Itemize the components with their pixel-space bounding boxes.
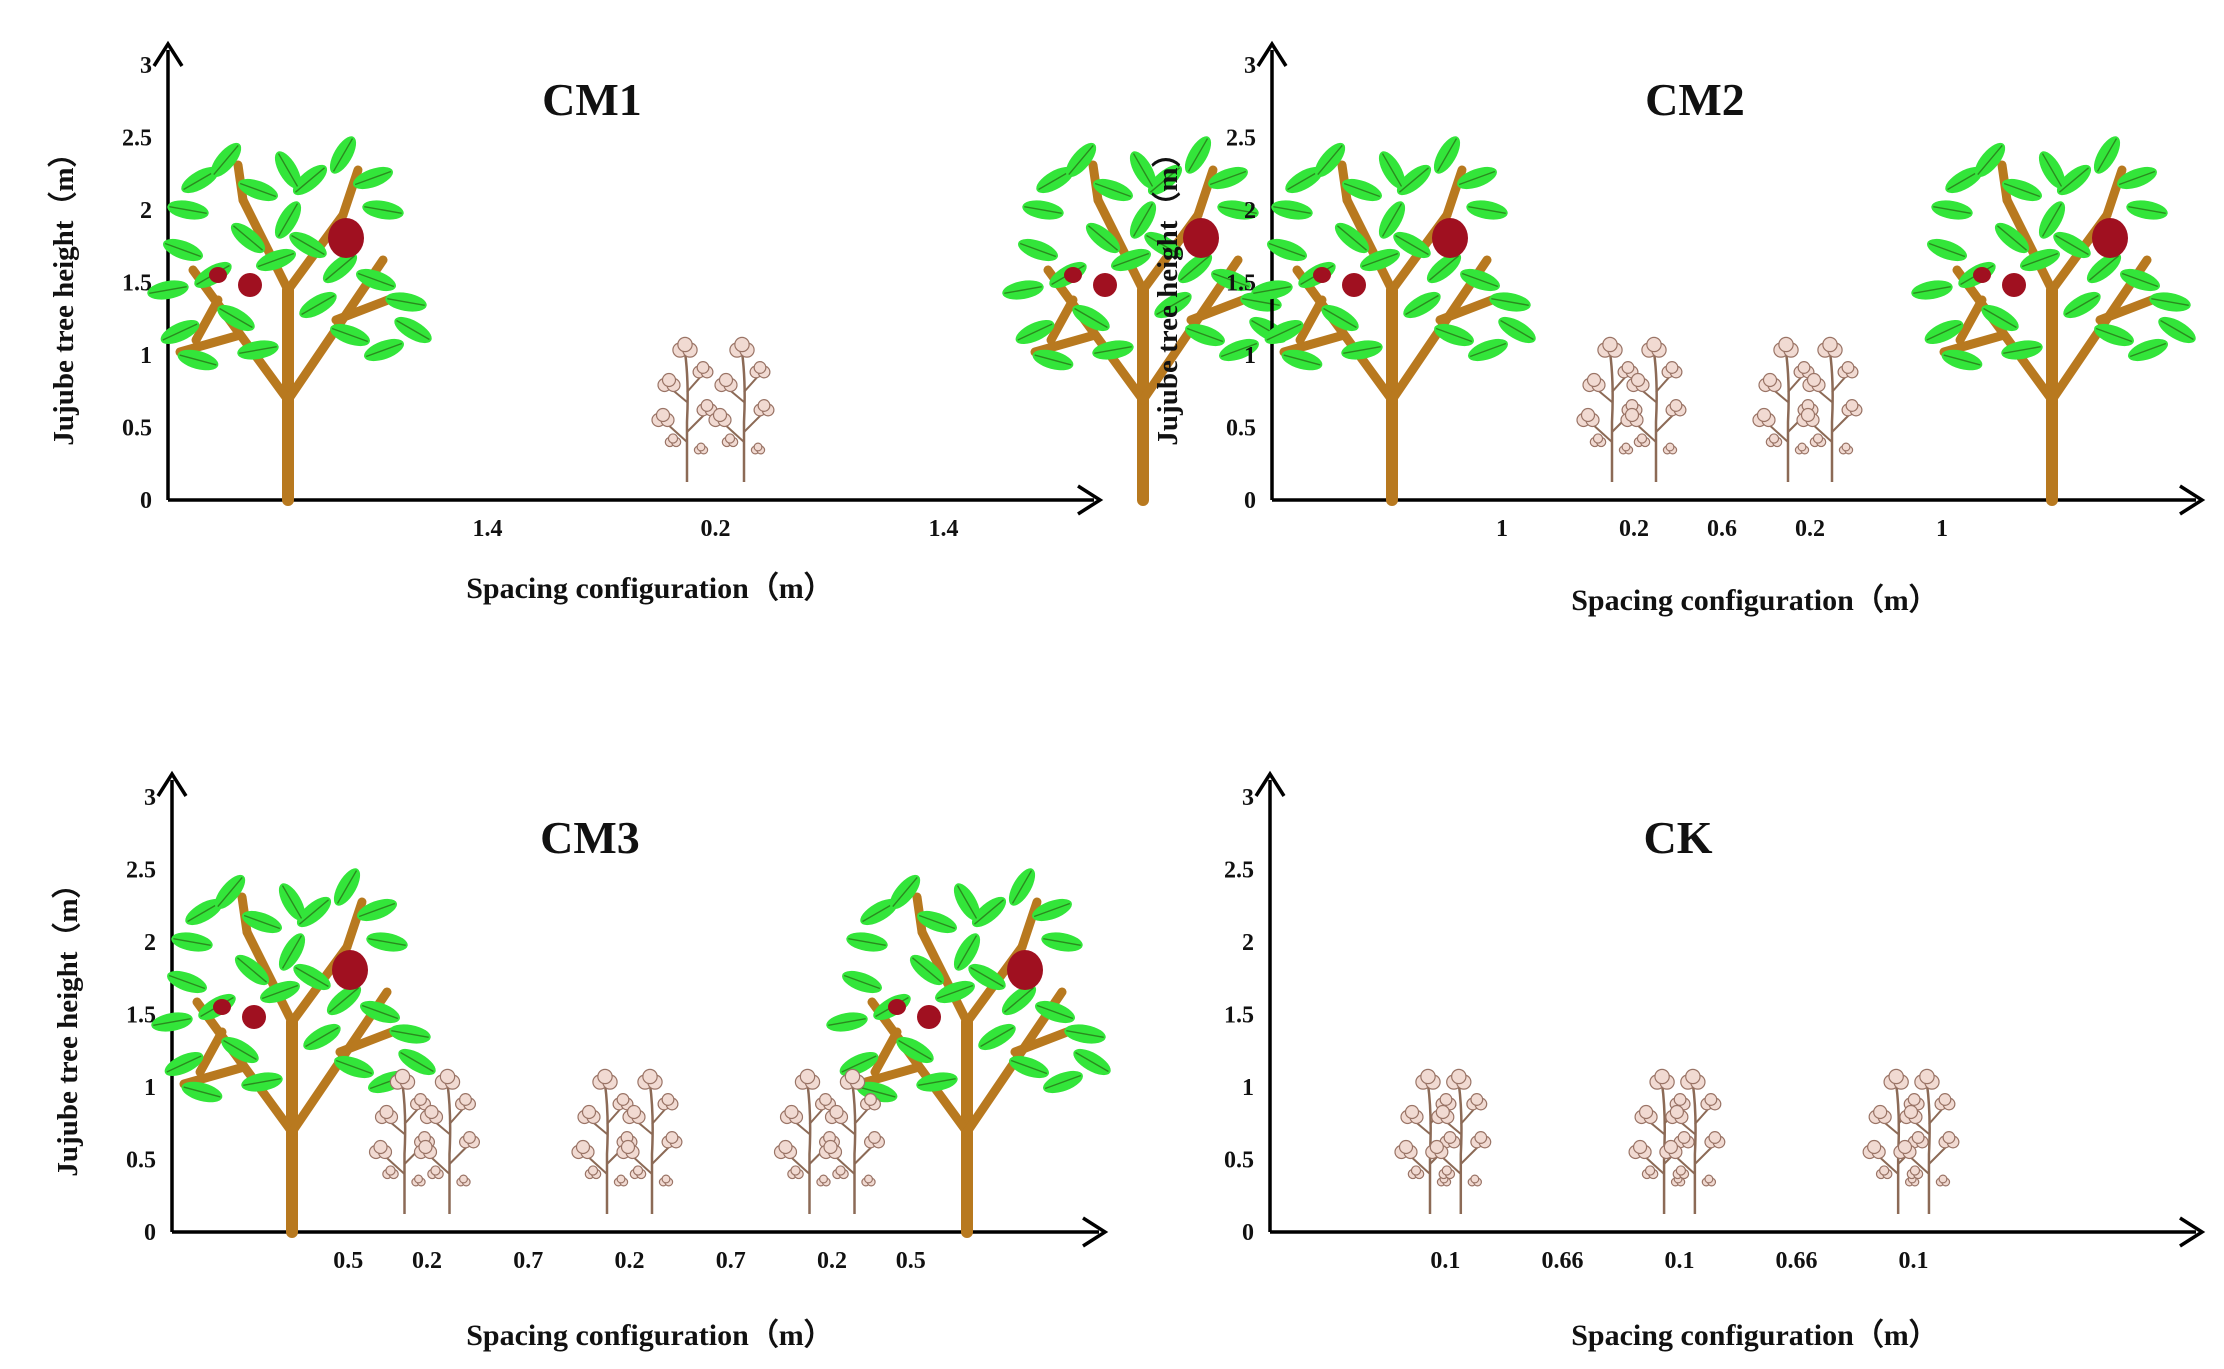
x-axis-title: Spacing configuration（m） — [1571, 1318, 1939, 1352]
spacing-label: 0.2 — [701, 516, 731, 542]
y-tick-label: 0.5 — [126, 1148, 156, 1174]
y-tick-label: 1.5 — [1226, 271, 1256, 297]
spacing-label: 0.2 — [1795, 516, 1825, 542]
spacing-label: 0.66 — [1776, 1248, 1818, 1274]
x-axis-title: Spacing configuration（m） — [1571, 583, 1939, 617]
y-tick-label: 2 — [1242, 930, 1254, 956]
x-axis-arrow — [1077, 484, 1104, 516]
y-axis-arrow — [152, 40, 184, 67]
spacing-label: 0.5 — [896, 1248, 926, 1274]
y-tick-label: 2 — [144, 930, 156, 956]
cotton-plant-icon — [616, 1068, 683, 1214]
jujube-tree-icon — [1000, 131, 1292, 506]
x-axis-title: Spacing configuration（m） — [466, 1318, 834, 1352]
y-tick-label: 1 — [1244, 343, 1256, 369]
spacing-label: 0.1 — [1430, 1248, 1460, 1274]
y-tick-label: 3 — [1244, 53, 1256, 79]
y-tick-label: 3 — [144, 785, 156, 811]
jujube-tree-icon — [149, 863, 441, 1238]
jujube-tree-icon — [1909, 131, 2201, 506]
y-tick-label: 2 — [1244, 198, 1256, 224]
y-tick-label: 0 — [1242, 1220, 1254, 1246]
spacing-label: 0.5 — [333, 1248, 363, 1274]
cotton-plant-icon — [1425, 1068, 1492, 1214]
cotton-plant-icon — [1628, 1068, 1695, 1214]
y-tick-label: 2.5 — [122, 126, 152, 152]
y-tick-label: 1 — [140, 343, 152, 369]
y-tick-label: 1.5 — [122, 271, 152, 297]
y-tick-label: 0.5 — [122, 416, 152, 442]
y-tick-label: 0 — [144, 1220, 156, 1246]
cotton-plant-icon — [1576, 336, 1643, 482]
jujube-tree-icon — [824, 863, 1116, 1238]
panel-title: CM3 — [540, 812, 640, 863]
y-axis-title: Jujube tree height（m） — [51, 869, 84, 1176]
cotton-plant-icon — [1394, 1068, 1461, 1214]
spacing-label: 0.6 — [1707, 516, 1737, 542]
cotton-plant-icon — [1862, 1068, 1929, 1214]
y-tick-label: 2.5 — [1226, 126, 1256, 152]
y-tick-label: 1 — [144, 1075, 156, 1101]
y-tick-label: 1.5 — [126, 1003, 156, 1029]
cotton-plant-icon — [413, 1068, 480, 1214]
spacing-label: 1.4 — [473, 516, 503, 542]
y-axis-arrow — [156, 770, 188, 797]
panel-title: CM2 — [1645, 74, 1745, 125]
panel-cm2: 0 0.5 1 1.5 2 2.5 3 Jujube tree height（m） CM2 Spa… — [1151, 40, 2206, 617]
jujube-tree-icon — [1249, 131, 1541, 506]
panel-title: CM1 — [542, 74, 642, 125]
x-axis-arrow — [1082, 1216, 1109, 1248]
y-tick-label: 2 — [140, 198, 152, 224]
cotton-plant-icon — [818, 1068, 886, 1214]
y-tick-label: 3 — [140, 53, 152, 79]
panel-cm1: 0 0.5 1 1.5 2 2.5 3 Jujube tree height（m） CM1 Spa… — [47, 40, 1292, 605]
spacing-label: 1 — [1936, 516, 1948, 542]
x-axis-arrow — [2179, 484, 2206, 516]
spacing-label: 0.7 — [513, 1248, 543, 1274]
cotton-plant-icon — [1659, 1068, 1726, 1214]
panel-title: CK — [1644, 812, 1713, 863]
cotton-plant-icon — [368, 1068, 435, 1214]
cotton-plant-icon — [1620, 336, 1687, 482]
spacing-label: 0.1 — [1664, 1248, 1694, 1274]
spacing-label: 0.2 — [412, 1248, 442, 1274]
y-tick-label: 2.5 — [126, 858, 156, 884]
y-axis-title: Jujube tree height（m） — [1151, 138, 1184, 445]
spacing-label: 0.2 — [817, 1248, 847, 1274]
y-tick-label: 0 — [140, 488, 152, 514]
y-tick-label: 0.5 — [1226, 416, 1256, 442]
y-tick-label: 1 — [1242, 1075, 1254, 1101]
spacing-label: 0.66 — [1541, 1248, 1583, 1274]
panel-cm3: 0 0.5 1 1.5 2 2.5 3 Jujube tree height（m） CM3 Spa… — [51, 770, 1116, 1352]
y-tick-label: 0 — [1244, 488, 1256, 514]
y-axis-arrow — [1256, 40, 1288, 67]
cotton-plant-icon — [651, 336, 718, 482]
y-axis-title: Jujube tree height（m） — [47, 138, 80, 445]
spacing-label: 0.2 — [615, 1248, 645, 1274]
cotton-plant-icon — [571, 1068, 638, 1214]
cotton-plant-icon — [1752, 336, 1819, 482]
cotton-plant-icon — [708, 336, 775, 482]
y-tick-label: 3 — [1242, 785, 1254, 811]
jujube-tree-icon — [145, 131, 437, 506]
y-tick-label: 2.5 — [1224, 858, 1254, 884]
spacing-label: 0.1 — [1899, 1248, 1929, 1274]
panel-ck: 0 0.5 1 1.5 2 2.5 3 CK Spacing configuration（m） 0… — [1224, 770, 2206, 1352]
y-tick-label: 1.5 — [1224, 1003, 1254, 1029]
x-axis-arrow — [2179, 1216, 2206, 1248]
cotton-plant-icon — [1893, 1068, 1960, 1214]
y-tick-label: 0.5 — [1224, 1148, 1254, 1174]
x-axis-title: Spacing configuration（m） — [466, 571, 834, 605]
spacing-label: 1 — [1496, 516, 1508, 542]
spacing-label: 0.2 — [1619, 516, 1649, 542]
spacing-label: 1.4 — [929, 516, 959, 542]
y-axis-arrow — [1254, 770, 1286, 797]
cotton-plant-icon — [1796, 336, 1863, 482]
spacing-label: 0.7 — [716, 1248, 746, 1274]
